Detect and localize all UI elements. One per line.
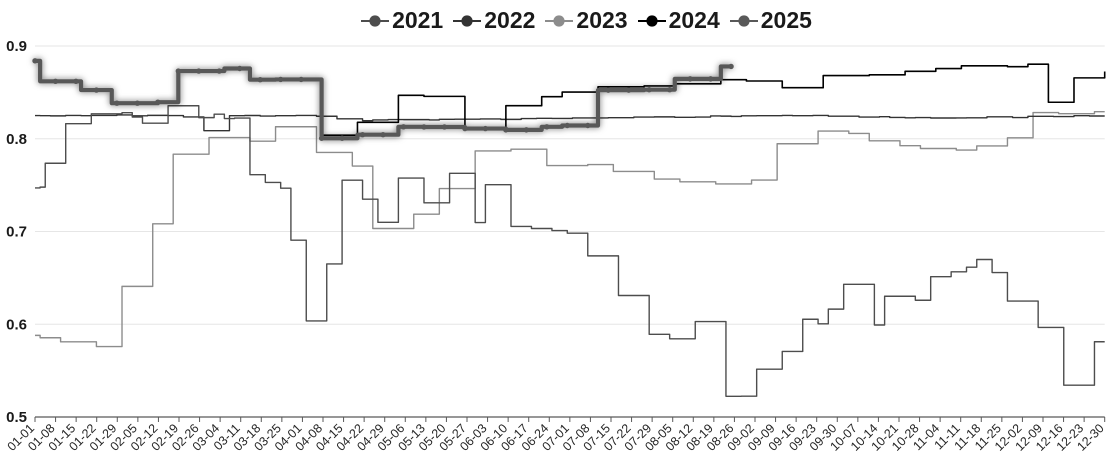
svg-text:0.8: 0.8 xyxy=(6,131,27,148)
svg-text:0.9: 0.9 xyxy=(6,38,27,55)
svg-text:0.6: 0.6 xyxy=(6,316,27,333)
svg-text:0.7: 0.7 xyxy=(6,224,27,241)
